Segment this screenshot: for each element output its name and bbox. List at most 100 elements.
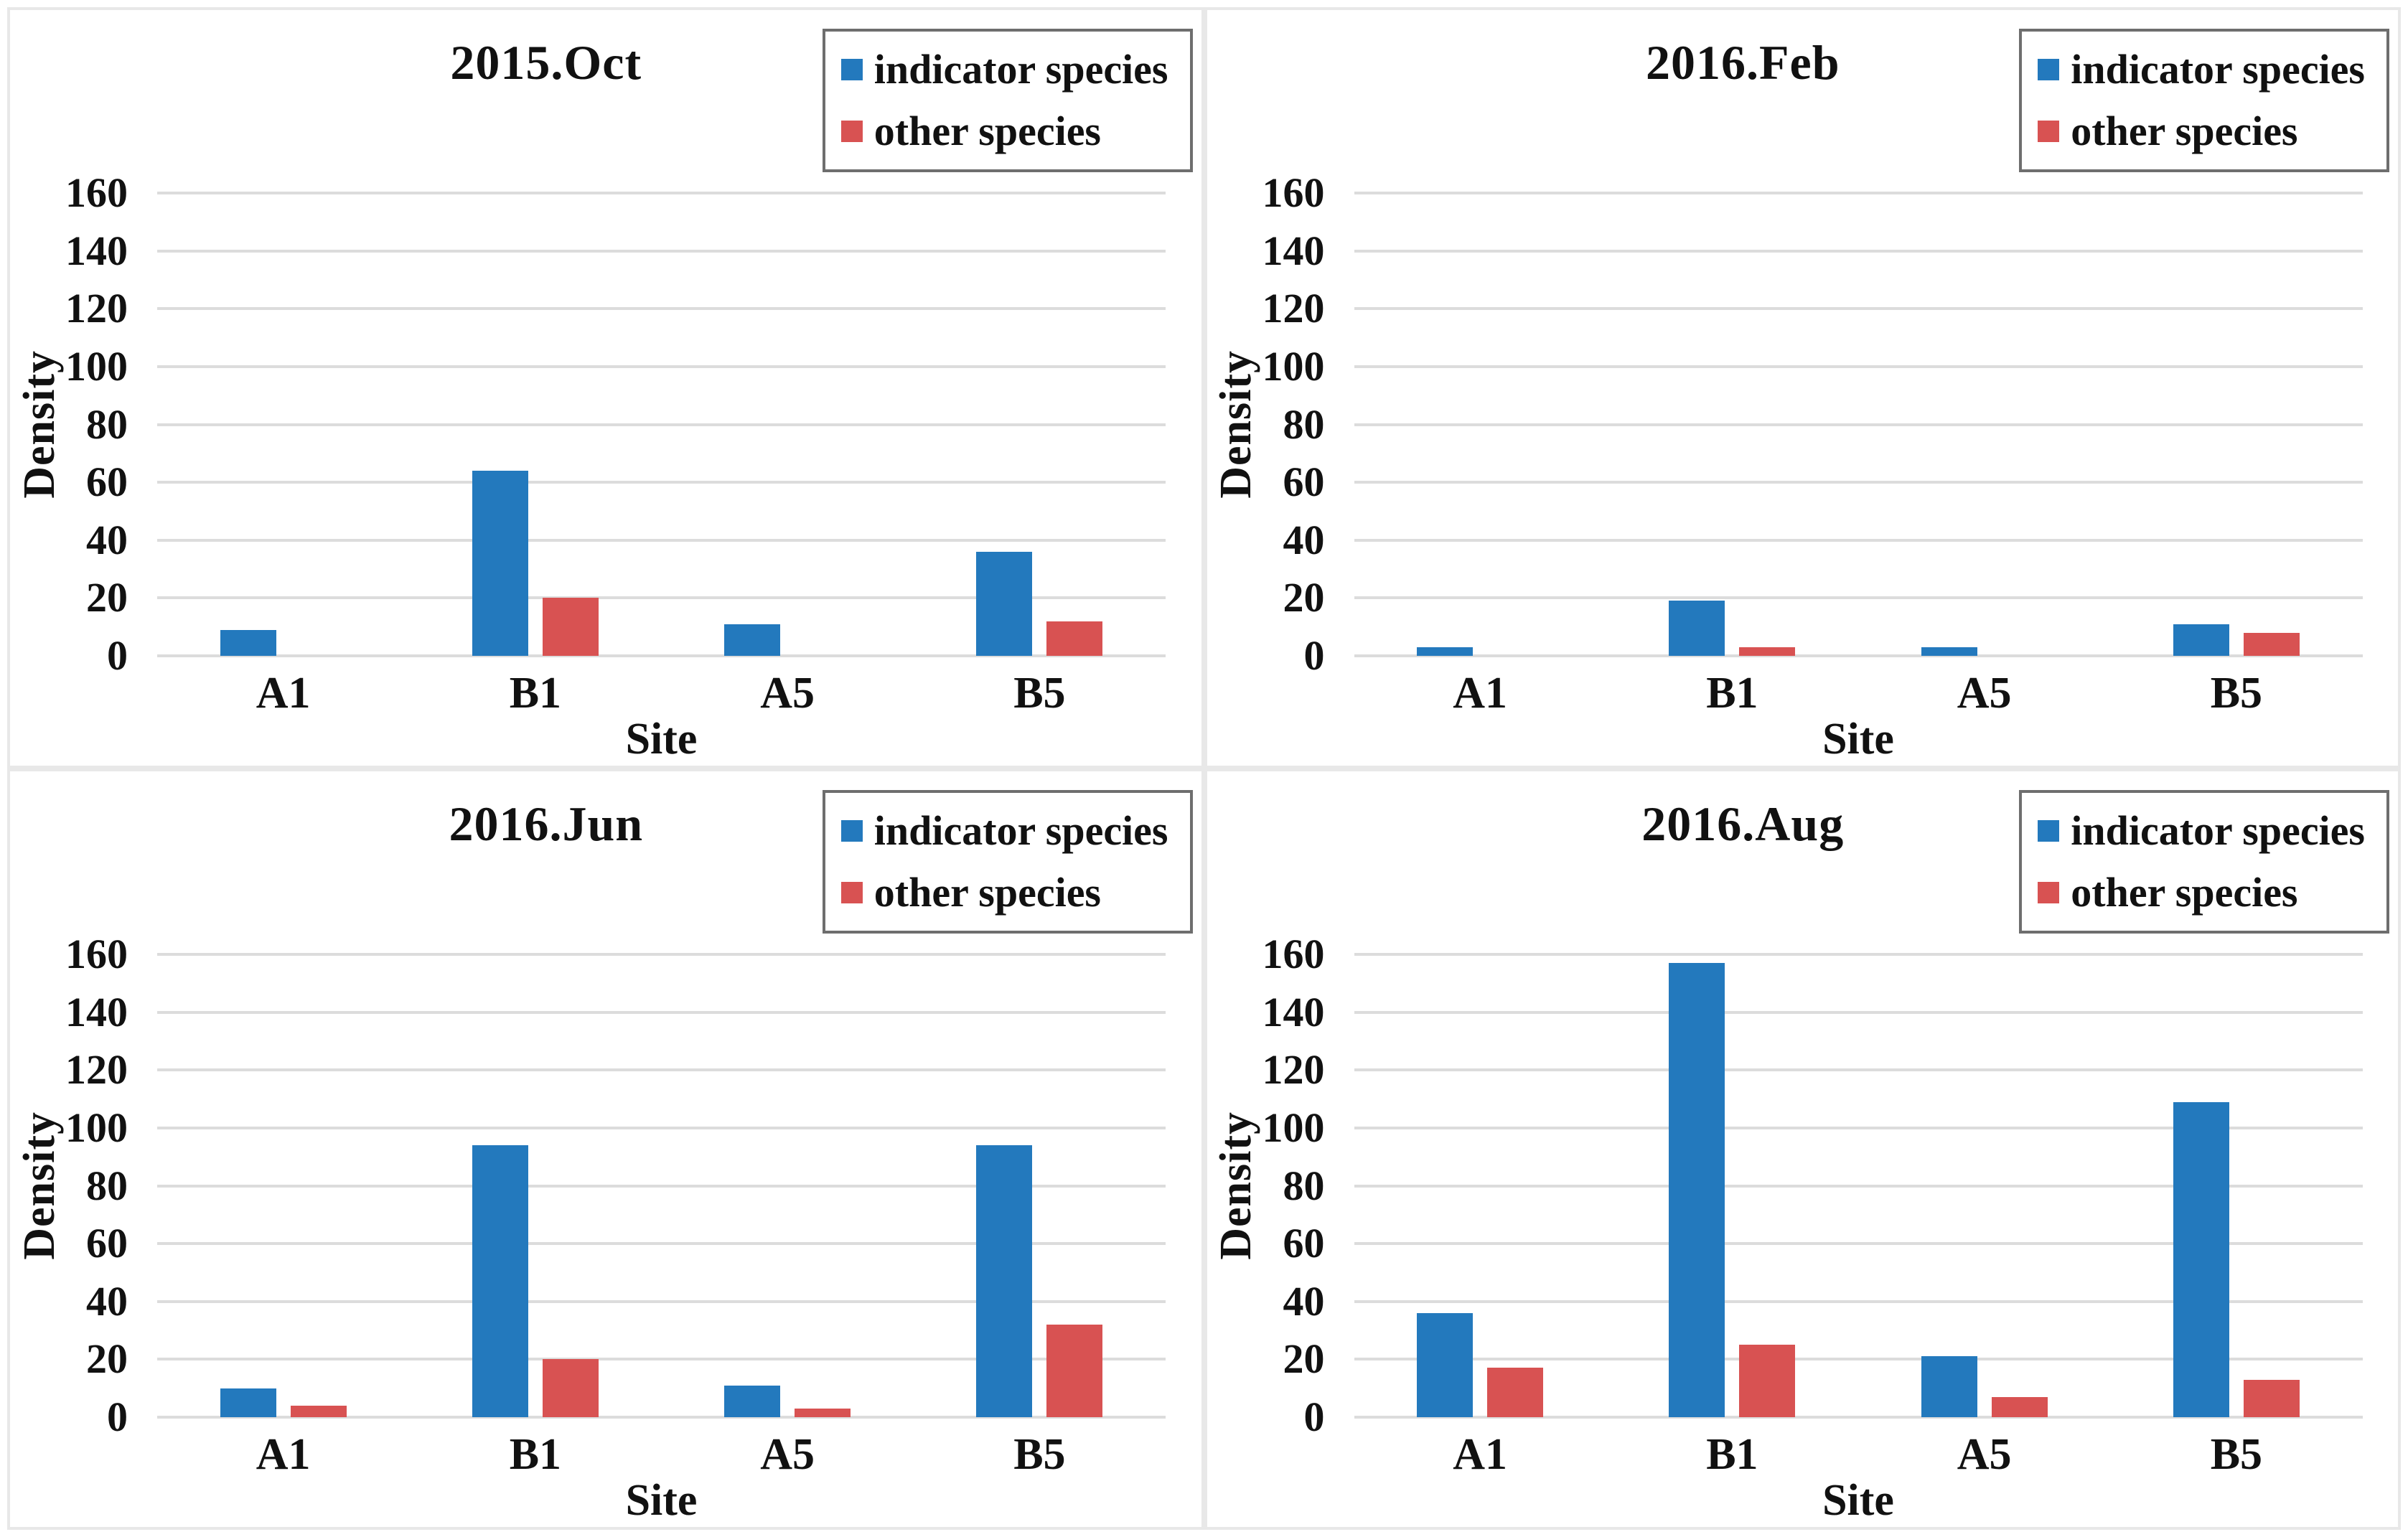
y-tick-label: 80 — [1283, 400, 1325, 448]
y-tick-label: 0 — [1303, 1393, 1325, 1440]
y-tick-label: 80 — [86, 1162, 128, 1209]
gridline — [157, 1184, 1166, 1188]
x-axis-title: Site — [625, 715, 698, 763]
y-tick-label: 160 — [65, 931, 128, 977]
gridline — [157, 192, 1166, 194]
gridline — [157, 1242, 1166, 1246]
x-tick-label: A5 — [1957, 669, 2012, 718]
bar-indicator-A5 — [724, 1385, 781, 1417]
y-tick-label: 0 — [107, 1393, 128, 1440]
gridline — [1354, 1242, 2363, 1246]
bar-indicator-A5 — [1921, 647, 1977, 656]
gridline — [1354, 1358, 2363, 1361]
gridline — [1354, 538, 2363, 542]
x-tick-label: B1 — [509, 669, 562, 718]
bar-other-A1 — [1487, 1368, 1544, 1417]
y-tick-label: 60 — [1283, 1220, 1325, 1267]
bar-indicator-B1 — [1669, 601, 1725, 656]
x-axis-ticks: A1 B1 A5 B5 — [157, 659, 1166, 717]
gridline — [157, 1358, 1166, 1361]
bar-indicator-A1 — [1417, 1312, 1474, 1417]
legend-swatch-other-icon — [840, 882, 863, 903]
gridline — [157, 423, 1166, 426]
bar-other-B5 — [1046, 621, 1103, 656]
gridline — [157, 1126, 1166, 1129]
bar-indicator-A1 — [1417, 647, 1474, 656]
legend-label: other species — [873, 869, 1102, 916]
bar-other-A5 — [1991, 1396, 2048, 1417]
gridline — [157, 1299, 1166, 1303]
y-tick-label: 120 — [65, 1046, 128, 1094]
y-tick-label: 20 — [1283, 574, 1325, 621]
y-tick-label: 80 — [1283, 1162, 1325, 1209]
y-tick-label: 140 — [65, 227, 128, 274]
chart-title: 2016.Aug — [1641, 796, 1845, 851]
bar-indicator-A5 — [724, 624, 781, 656]
plot-area — [1354, 192, 2363, 657]
x-axis-title: Site — [625, 1476, 698, 1525]
y-tick-label: 20 — [86, 1335, 128, 1383]
gridline — [157, 596, 1166, 600]
x-axis-ticks: A1 B1 A5 B5 — [157, 1421, 1166, 1478]
legend-label: other species — [2071, 869, 2298, 916]
x-tick-label: B1 — [1706, 1430, 1758, 1479]
legend-label: other species — [2071, 108, 2298, 154]
legend-swatch-other-icon — [2038, 882, 2060, 903]
y-tick-label: 80 — [86, 400, 128, 448]
bar-indicator-A1 — [220, 629, 276, 656]
legend: indicator species other species — [2019, 790, 2389, 934]
x-tick-label: B1 — [1706, 669, 1758, 718]
chart-title: 2016.Feb — [1645, 35, 1840, 90]
x-tick-label: A5 — [760, 669, 815, 718]
x-tick-label: A1 — [256, 669, 311, 718]
chart-title: 2015.Oct — [450, 35, 642, 90]
bar-indicator-A1 — [220, 1388, 276, 1417]
x-tick-label: B5 — [1013, 669, 1066, 718]
y-axis-ticks: 0 20 40 60 80 100 120 140 160 — [10, 934, 139, 1438]
y-tick-label: 60 — [1283, 459, 1325, 506]
y-tick-label: 20 — [86, 574, 128, 621]
y-tick-label: 120 — [1262, 285, 1325, 332]
gridline — [157, 1416, 1166, 1419]
gridline — [1354, 1416, 2363, 1419]
legend-swatch-indicator-icon — [840, 820, 863, 842]
gridline — [1354, 192, 2363, 194]
gridline — [1354, 1184, 2363, 1188]
gridline — [1354, 423, 2363, 426]
x-axis-title: Site — [1822, 715, 1894, 763]
legend-swatch-other-icon — [2038, 121, 2060, 142]
legend-item-indicator: indicator species — [840, 810, 1168, 852]
y-tick-label: 160 — [65, 169, 128, 216]
x-tick-label: A5 — [1957, 1430, 2012, 1479]
legend-label: other species — [873, 108, 1102, 154]
y-tick-label: 60 — [86, 459, 128, 506]
y-axis-ticks: 0 20 40 60 80 100 120 140 160 — [10, 172, 139, 677]
gridline — [1354, 953, 2363, 956]
gridline — [1354, 365, 2363, 368]
chart-panel-2016-jun: 2016.Jun indicator species other species… — [7, 768, 1204, 1530]
bar-other-B1 — [1739, 647, 1796, 656]
y-tick-label: 0 — [1303, 632, 1325, 679]
y-tick-label: 160 — [1262, 169, 1325, 216]
legend: indicator species other species — [2019, 29, 2389, 172]
legend-swatch-other-icon — [840, 121, 863, 142]
y-tick-label: 120 — [65, 285, 128, 332]
legend: indicator species other species — [822, 790, 1193, 934]
legend-label: indicator species — [2071, 46, 2365, 93]
gridline — [1354, 1299, 2363, 1303]
x-tick-label: B5 — [1013, 1430, 1066, 1479]
bar-other-A1 — [290, 1405, 347, 1417]
x-tick-label: A1 — [1453, 669, 1508, 718]
gridline — [157, 307, 1166, 311]
gridline — [1354, 1126, 2363, 1129]
y-tick-label: 100 — [1262, 342, 1325, 390]
y-tick-label: 140 — [65, 988, 128, 1035]
y-tick-label: 140 — [1262, 988, 1325, 1035]
y-tick-label: 40 — [86, 516, 128, 563]
bar-indicator-B1 — [472, 471, 528, 656]
gridline — [157, 249, 1166, 253]
bar-indicator-B1 — [1669, 963, 1725, 1417]
x-axis-ticks: A1 B1 A5 B5 — [1354, 659, 2363, 717]
plot-area — [157, 953, 1166, 1419]
gridline — [1354, 249, 2363, 253]
